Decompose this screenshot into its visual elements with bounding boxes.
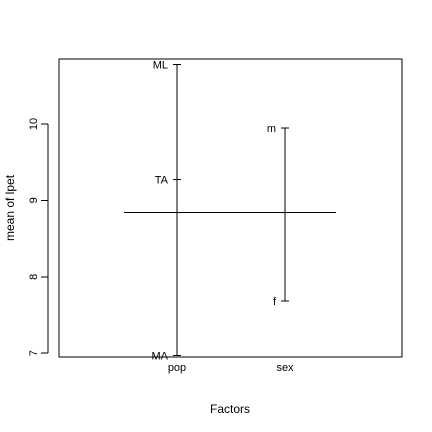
y-tick-label: 8 — [28, 274, 40, 280]
y-axis-title: mean of lpet — [3, 174, 17, 241]
y-tick-label: 7 — [28, 350, 40, 356]
level-label-MA: MA — [152, 350, 169, 362]
level-label-ML: ML — [153, 59, 168, 71]
level-label-f: f — [273, 296, 277, 308]
level-label-TA: TA — [155, 175, 169, 187]
x-tick-label-sex: sex — [276, 362, 294, 374]
x-tick-label-pop: pop — [168, 362, 186, 374]
y-tick-label: 10 — [28, 118, 40, 130]
level-label-m: m — [267, 123, 276, 135]
y-tick-label: 9 — [28, 197, 40, 203]
y-axis: 7 8 9 10 — [28, 118, 49, 356]
factor-marks: ML TA MA m f — [124, 59, 336, 362]
plot-frame — [58, 58, 403, 358]
x-axis: pop sex — [168, 362, 294, 374]
x-axis-title: Factors — [210, 402, 250, 416]
